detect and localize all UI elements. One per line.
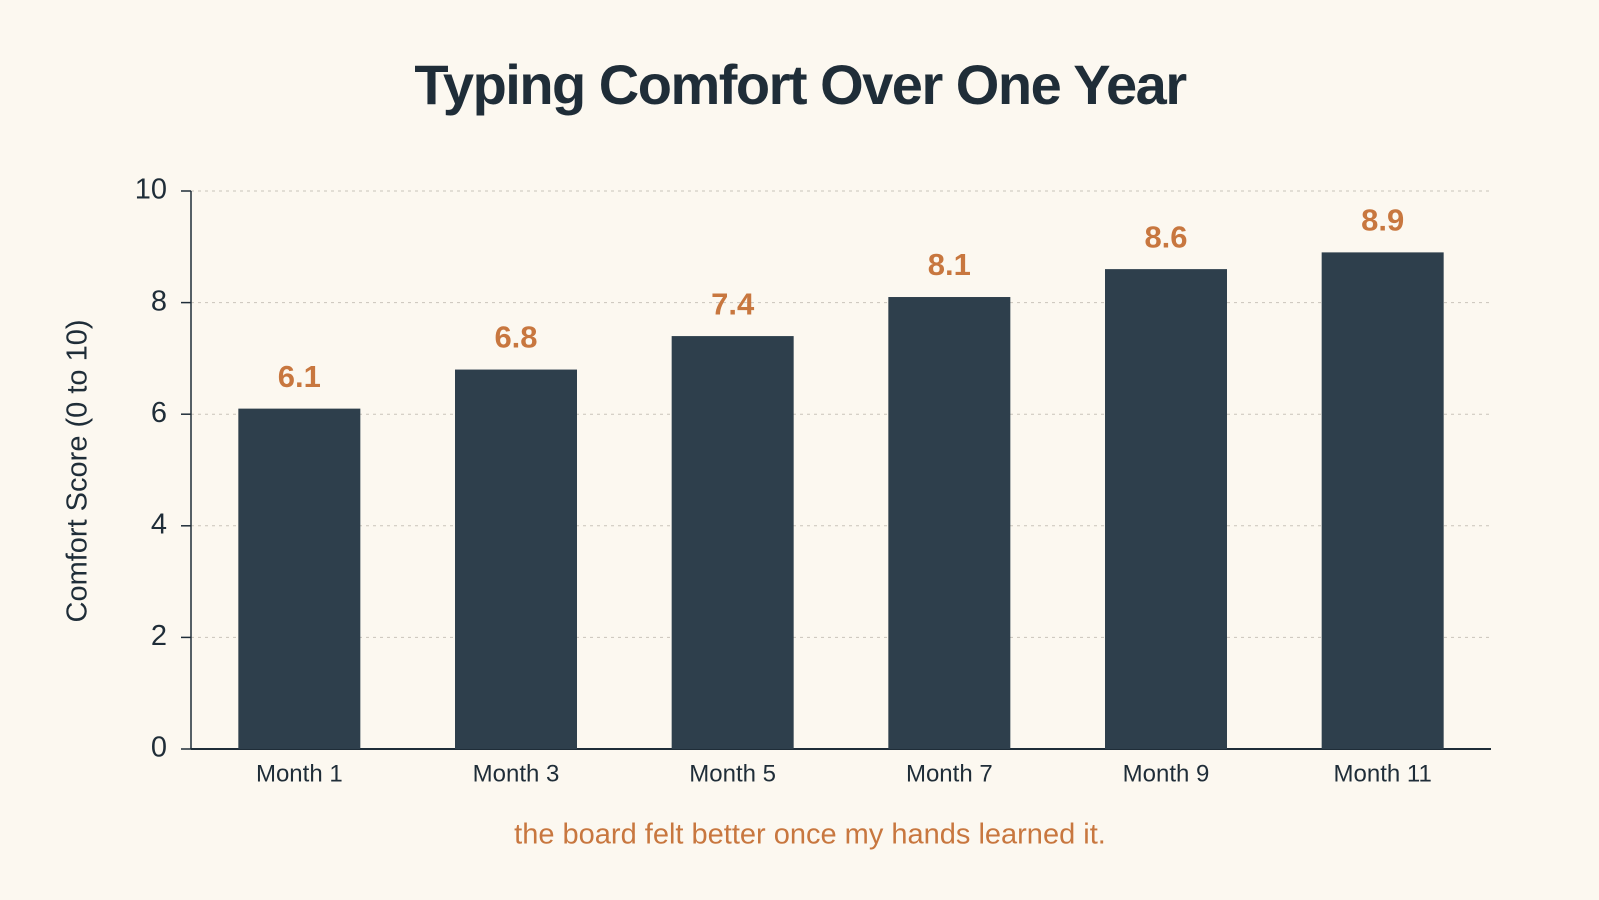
y-tick-label: 6	[151, 397, 167, 429]
value-label: 7.4	[711, 286, 755, 321]
caption: the board felt better once my hands lear…	[514, 819, 1106, 851]
x-tick-label: Month 1	[256, 760, 343, 787]
chart-title: Typing Comfort Over One Year	[414, 53, 1186, 116]
y-axis-label: Comfort Score (0 to 10)	[62, 320, 94, 623]
value-label: 6.8	[494, 320, 537, 355]
x-tick-label: Month 3	[473, 760, 560, 787]
bar	[671, 336, 794, 749]
value-label: 8.1	[928, 247, 971, 282]
bar	[1105, 269, 1227, 749]
bar	[1321, 252, 1444, 749]
x-tick-label: Month 11	[1334, 760, 1432, 787]
bar	[888, 297, 1011, 749]
value-label: 8.6	[1144, 219, 1187, 254]
y-tick-label: 8	[151, 285, 167, 317]
x-tick-label: Month 7	[906, 760, 993, 787]
value-label: 6.1	[278, 359, 321, 394]
y-tick-label: 4	[151, 508, 167, 540]
y-tick-label: 0	[151, 732, 167, 764]
y-tick-label: 2	[151, 620, 167, 652]
x-tick-label: Month 5	[689, 760, 776, 787]
y-tick-label: 10	[135, 174, 167, 206]
x-tick-label: Month 9	[1123, 760, 1210, 787]
bar	[238, 408, 361, 749]
bar	[455, 369, 577, 749]
value-label: 8.9	[1361, 203, 1404, 238]
